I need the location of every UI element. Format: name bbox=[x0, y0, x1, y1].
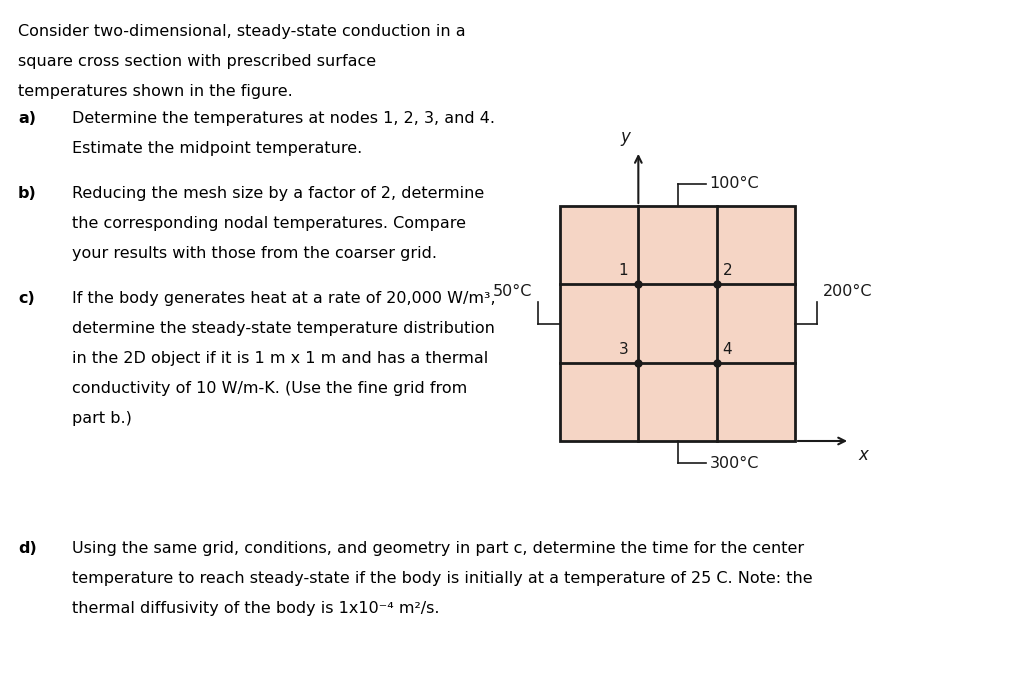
Text: 2: 2 bbox=[723, 263, 732, 278]
Text: y: y bbox=[621, 128, 631, 146]
Text: If the body generates heat at a rate of 20,000 W/m³,: If the body generates heat at a rate of … bbox=[72, 291, 496, 306]
Text: Consider two-dimensional, steady-state conduction in a: Consider two-dimensional, steady-state c… bbox=[18, 24, 466, 39]
Text: temperature to reach steady-state if the body is initially at a temperature of 2: temperature to reach steady-state if the… bbox=[72, 571, 813, 586]
Text: determine the steady-state temperature distribution: determine the steady-state temperature d… bbox=[72, 321, 495, 336]
Text: 300°C: 300°C bbox=[710, 455, 759, 470]
Text: your results with those from the coarser grid.: your results with those from the coarser… bbox=[72, 246, 437, 261]
Text: temperatures shown in the figure.: temperatures shown in the figure. bbox=[18, 84, 293, 99]
Text: 50°C: 50°C bbox=[493, 285, 532, 299]
Text: c): c) bbox=[18, 291, 35, 306]
Text: 4: 4 bbox=[723, 342, 732, 356]
Text: Determine the temperatures at nodes 1, 2, 3, and 4.: Determine the temperatures at nodes 1, 2… bbox=[72, 111, 495, 126]
Text: d): d) bbox=[18, 541, 37, 556]
Text: 3: 3 bbox=[618, 342, 629, 356]
Text: the corresponding nodal temperatures. Compare: the corresponding nodal temperatures. Co… bbox=[72, 216, 466, 231]
Text: Using the same grid, conditions, and geometry in part c, determine the time for : Using the same grid, conditions, and geo… bbox=[72, 541, 804, 556]
Text: thermal diffusivity of the body is 1x10⁻⁴ m²/s.: thermal diffusivity of the body is 1x10⁻… bbox=[72, 601, 439, 616]
Text: b): b) bbox=[18, 186, 37, 201]
Text: part b.): part b.) bbox=[72, 411, 132, 426]
Bar bbox=[560, 206, 795, 441]
Text: x: x bbox=[858, 446, 868, 464]
Text: 200°C: 200°C bbox=[823, 285, 872, 299]
Text: 1: 1 bbox=[618, 263, 629, 278]
Text: square cross section with prescribed surface: square cross section with prescribed sur… bbox=[18, 54, 376, 69]
Text: a): a) bbox=[18, 111, 36, 126]
Text: in the 2D object if it is 1 m x 1 m and has a thermal: in the 2D object if it is 1 m x 1 m and … bbox=[72, 351, 488, 366]
Text: conductivity of 10 W/m-K. (Use the fine grid from: conductivity of 10 W/m-K. (Use the fine … bbox=[72, 381, 467, 396]
Text: 100°C: 100°C bbox=[710, 177, 759, 191]
Text: Estimate the midpoint temperature.: Estimate the midpoint temperature. bbox=[72, 141, 362, 156]
Text: Reducing the mesh size by a factor of 2, determine: Reducing the mesh size by a factor of 2,… bbox=[72, 186, 484, 201]
